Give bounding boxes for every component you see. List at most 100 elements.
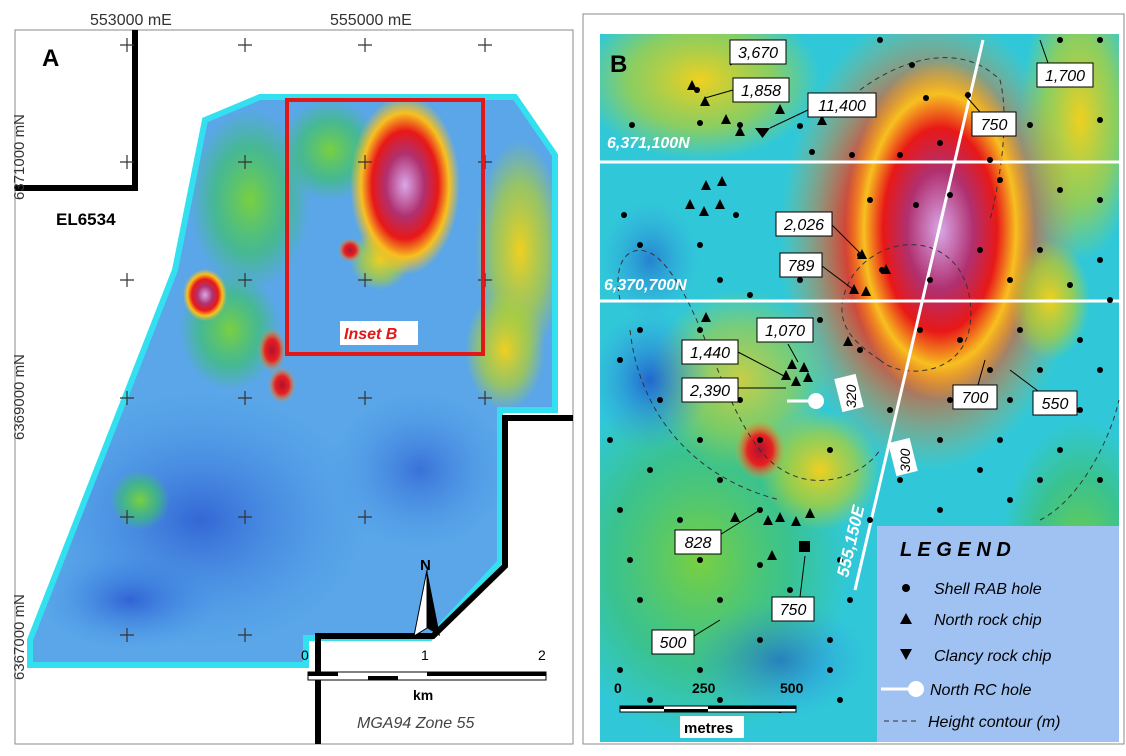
- leader-line: [1039, 39, 1049, 64]
- svg-text:320: 320: [843, 384, 859, 408]
- rab-hole-dot: [1017, 327, 1023, 333]
- rab-hole-dot: [897, 152, 903, 158]
- value-label: 750: [771, 596, 815, 622]
- northing-label: 6369000 mN: [11, 354, 28, 440]
- easting-label: 553000 mE: [90, 12, 172, 29]
- shell-rab-holes: [607, 37, 1113, 713]
- rab-hole-dot: [627, 557, 633, 563]
- rab-hole-dot: [647, 697, 653, 703]
- value-label: 2,026: [775, 211, 833, 237]
- rock-chip-triangle: [717, 176, 727, 186]
- gridline-label: 6,370,700N: [604, 277, 687, 294]
- rock-chip-triangle: [687, 80, 697, 90]
- rab-hole-dot: [937, 437, 943, 443]
- northing-label: 6371000 mN: [11, 114, 28, 200]
- tenement-boundary-upper: [15, 30, 138, 191]
- rab-hole-dot: [733, 212, 739, 218]
- value-label: 789: [779, 252, 823, 278]
- value-label: 1,700: [1036, 62, 1094, 88]
- value-label: 500: [651, 629, 695, 655]
- legend: L E G E N D Shell RAB hole North rock ch…: [877, 526, 1119, 742]
- rab-hole-dot: [1077, 407, 1083, 413]
- rock-chip-triangle: [799, 362, 809, 372]
- value-label: 1,858: [732, 77, 790, 103]
- rab-hole-dot: [629, 122, 635, 128]
- rab-hole-dot: [1077, 337, 1083, 343]
- rock-chip-triangle: [715, 199, 725, 209]
- rab-hole-dot: [977, 247, 983, 253]
- tenement-boundary-lower: [315, 415, 573, 744]
- north-arrow: N: [413, 557, 440, 638]
- rock-chip-triangle: [721, 114, 731, 124]
- rab-hole-dot: [1007, 277, 1013, 283]
- svg-text:750: 750: [981, 117, 1008, 134]
- rock-chip-triangle: [843, 336, 853, 346]
- inset-label: Inset B: [344, 326, 397, 343]
- rab-hole-dot: [607, 437, 613, 443]
- rab-hole-dot: [817, 317, 823, 323]
- rab-hole-dot: [637, 242, 643, 248]
- rab-hole-dot: [877, 37, 883, 43]
- rab-hole-dot: [977, 467, 983, 473]
- rab-hole-dot: [717, 277, 723, 283]
- rab-hole-dot: [997, 437, 1003, 443]
- rab-hole-dot: [867, 197, 873, 203]
- rab-hole-dot: [1097, 37, 1103, 43]
- rock-chip-triangle: [817, 115, 827, 125]
- value-labels: 3,670 1,858 11,400 1,700 750 2,026 789 1,070 1,4…: [651, 39, 1094, 655]
- legend-symbol-clancy-chip: [900, 649, 912, 660]
- rab-hole-dot: [837, 557, 843, 563]
- scale-tick: 1: [421, 647, 429, 663]
- rab-hole-dot: [1037, 247, 1043, 253]
- rab-hole-dot: [697, 242, 703, 248]
- north-label: N: [420, 557, 431, 574]
- rab-hole-dot: [897, 477, 903, 483]
- rab-hole-dot: [787, 587, 793, 593]
- legend-symbol-north-chip: [900, 613, 912, 624]
- rab-hole-dot: [937, 507, 943, 513]
- inset-label-bg: [340, 321, 418, 345]
- height-contours: [617, 57, 1120, 521]
- scale-tick: 500: [780, 680, 804, 696]
- rab-hole-dot: [717, 697, 723, 703]
- rab-hole-dot: [937, 140, 943, 146]
- rab-hole-dot: [1027, 122, 1033, 128]
- rock-chip-triangle: [775, 104, 785, 114]
- panel-a-letter: A: [42, 45, 59, 72]
- rab-hole-dot: [1007, 397, 1013, 403]
- legend-item-label: North RC hole: [930, 682, 1031, 699]
- svg-text:2,026: 2,026: [783, 217, 824, 234]
- rock-chip-triangle: [700, 96, 710, 106]
- rab-hole-dot: [617, 667, 623, 673]
- value-label: 828: [674, 529, 722, 555]
- panel-b-letter: B: [610, 51, 627, 78]
- rab-hole-dot: [737, 122, 743, 128]
- scale-tick: 0: [614, 680, 622, 696]
- rab-hole-dot: [857, 347, 863, 353]
- rock-chip-triangle: [781, 370, 791, 380]
- grid-crosses: [120, 38, 492, 642]
- rab-hole-dot: [757, 562, 763, 568]
- rab-hole-dot: [697, 557, 703, 563]
- rab-hole-dot: [757, 437, 763, 443]
- svg-text:2,390: 2,390: [689, 383, 730, 400]
- leader-line: [704, 89, 734, 99]
- rock-chip-triangle: [849, 284, 859, 294]
- leader-line: [769, 109, 809, 129]
- north-rc-hole: [787, 393, 824, 409]
- rab-hole-dot: [1007, 497, 1013, 503]
- leader-line: [737, 351, 785, 377]
- rab-hole-dot: [697, 327, 703, 333]
- rab-hole-dot: [1037, 477, 1043, 483]
- rock-chip-triangle: [791, 376, 801, 386]
- rab-hole-dot: [947, 192, 953, 198]
- rab-hole-dot: [987, 367, 993, 373]
- svg-text:1,700: 1,700: [1045, 68, 1085, 85]
- value-label: 1,440: [681, 339, 739, 365]
- rock-chip-triangle: [701, 180, 711, 190]
- rab-hole-dot: [927, 277, 933, 283]
- rab-hole-dot: [957, 337, 963, 343]
- rab-hole-dot: [1097, 367, 1103, 373]
- rock-chip-triangle: [699, 206, 709, 216]
